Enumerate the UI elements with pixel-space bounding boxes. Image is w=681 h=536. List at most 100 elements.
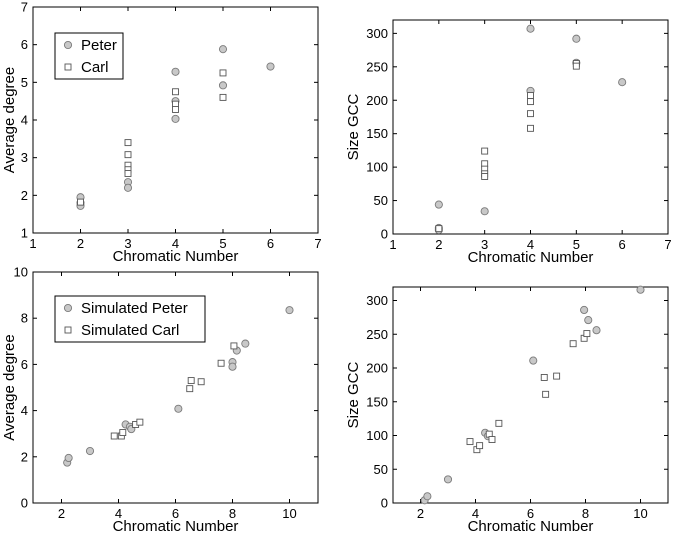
plot-frame bbox=[392, 286, 669, 504]
x-tick-label: 7 bbox=[314, 236, 321, 251]
y-tick-label: 300 bbox=[366, 293, 388, 308]
legend: Simulated Peter Simulated Carl bbox=[54, 295, 206, 343]
x-tick-label: 3 bbox=[124, 236, 131, 251]
y-tick-label: 6 bbox=[21, 357, 28, 372]
data-point-circle bbox=[85, 446, 95, 456]
legend-label: Peter bbox=[81, 37, 117, 54]
data-point-circle bbox=[218, 81, 228, 90]
data-point-square bbox=[542, 390, 550, 398]
data-point-circle bbox=[241, 339, 250, 348]
y-tick-label: 10 bbox=[14, 265, 28, 280]
data-point-square bbox=[186, 385, 194, 393]
data-point-square bbox=[217, 359, 225, 367]
data-point-square bbox=[187, 377, 195, 385]
data-point-circle bbox=[218, 45, 228, 54]
data-point-square bbox=[527, 124, 534, 132]
legend-marker bbox=[64, 63, 72, 71]
data-point-circle bbox=[285, 306, 294, 315]
series-2 bbox=[110, 342, 238, 440]
chart-panel-2: 1 2 3 4 5 6 7 0 50 100 150 200 250 300 Chromatic Numbe… bbox=[345, 19, 672, 266]
data-point-circle bbox=[123, 183, 133, 192]
y-tick-label: 250 bbox=[366, 59, 388, 74]
x-tick-label: 4 bbox=[115, 506, 122, 521]
y-tick-label: 0 bbox=[21, 496, 28, 511]
legend-label: Carl bbox=[81, 59, 109, 76]
data-point-circle bbox=[580, 305, 589, 315]
x-tick-label: 8 bbox=[229, 506, 236, 521]
data-point-circle bbox=[584, 316, 593, 325]
data-point-square bbox=[481, 147, 489, 155]
data-point-circle bbox=[529, 356, 538, 365]
data-point-square bbox=[553, 372, 561, 380]
data-point-square bbox=[230, 342, 238, 350]
data-point-circle bbox=[171, 67, 180, 76]
x-tick-label: 10 bbox=[633, 506, 647, 521]
data-point-circle bbox=[572, 34, 581, 43]
x-tick-label: 8 bbox=[582, 506, 589, 521]
y-tick-label: 7 bbox=[21, 0, 28, 15]
series-2 bbox=[435, 60, 580, 233]
y-tick-label: 8 bbox=[21, 311, 28, 326]
data-point-square bbox=[136, 418, 144, 426]
data-point-square bbox=[527, 110, 534, 118]
data-point-square bbox=[435, 225, 443, 233]
data-point-circle bbox=[480, 207, 489, 216]
y-tick-label: 2 bbox=[21, 449, 28, 464]
x-tick-label: 6 bbox=[527, 506, 534, 521]
x-tick-label: 6 bbox=[619, 237, 626, 252]
x-tick-label: 6 bbox=[172, 506, 179, 521]
data-point-square bbox=[77, 198, 84, 206]
chart-panel-1: 1 2 3 4 5 6 7 1 2 3 4 5 6 7 Chromatic Number Average de… bbox=[1, 0, 322, 265]
data-point-circle bbox=[636, 285, 645, 294]
y-tick-label: 100 bbox=[366, 160, 388, 175]
data-point-square bbox=[540, 374, 548, 381]
data-point-square bbox=[124, 151, 132, 159]
y-tick-label: 2 bbox=[21, 188, 28, 203]
series-1 bbox=[63, 306, 294, 467]
data-point-square bbox=[488, 436, 496, 443]
data-point-circle bbox=[228, 362, 237, 371]
x-axis-label: Chromatic Number bbox=[113, 248, 239, 265]
legend-box bbox=[54, 32, 124, 80]
legend-label: Simulated Peter bbox=[81, 300, 188, 317]
y-tick-label: 50 bbox=[374, 462, 388, 477]
legend-box bbox=[54, 295, 206, 343]
data-point-square bbox=[219, 69, 227, 77]
y-tick-label: 250 bbox=[366, 327, 388, 342]
data-point-square bbox=[476, 442, 484, 450]
data-point-circle bbox=[443, 475, 453, 484]
legend-marker bbox=[63, 40, 73, 50]
x-tick-label: 4 bbox=[172, 236, 179, 251]
data-point-square bbox=[110, 432, 118, 440]
y-tick-label: 4 bbox=[21, 113, 28, 128]
y-tick-label: 4 bbox=[21, 403, 28, 418]
legend-marker bbox=[63, 303, 73, 313]
data-point-circle bbox=[64, 453, 73, 463]
x-tick-label: 4 bbox=[472, 506, 479, 521]
y-tick-label: 0 bbox=[381, 496, 388, 511]
data-point-square bbox=[197, 378, 205, 386]
x-tick-label: 10 bbox=[282, 506, 296, 521]
series-2 bbox=[77, 69, 227, 206]
x-tick-label: 6 bbox=[267, 236, 274, 251]
data-point-square bbox=[583, 330, 591, 338]
data-point-square bbox=[495, 419, 503, 427]
y-tick-label: 5 bbox=[21, 75, 28, 90]
y-tick-label: 3 bbox=[21, 150, 28, 165]
data-point-square bbox=[172, 106, 179, 113]
x-tick-label: 1 bbox=[389, 237, 396, 252]
y-axis-label: Average degree bbox=[1, 334, 18, 440]
x-tick-label: 1 bbox=[29, 236, 36, 251]
y-tick-label: 1 bbox=[21, 226, 28, 241]
x-tick-label: 2 bbox=[417, 506, 424, 521]
data-point-square bbox=[569, 340, 577, 348]
x-tick-label: 5 bbox=[573, 237, 580, 252]
data-point-circle bbox=[592, 326, 601, 335]
data-point-circle bbox=[266, 62, 275, 71]
x-tick-label: 5 bbox=[219, 236, 226, 251]
series-1 bbox=[420, 285, 645, 505]
data-point-circle bbox=[434, 200, 443, 209]
y-tick-label: 0 bbox=[381, 227, 388, 242]
data-point-square bbox=[481, 173, 489, 180]
